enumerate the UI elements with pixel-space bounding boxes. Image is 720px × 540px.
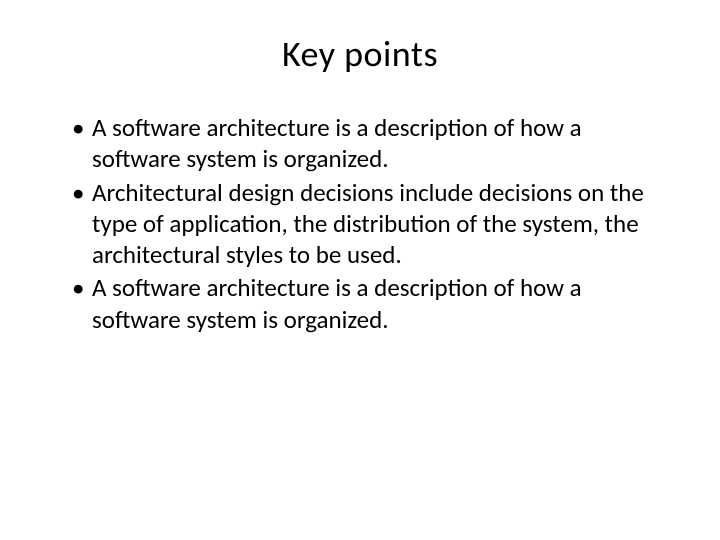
list-item: A software architecture is a description… bbox=[72, 112, 664, 175]
bullet-list: A software architecture is a description… bbox=[56, 112, 664, 335]
list-item: A software architecture is a description… bbox=[72, 272, 664, 335]
bullet-text: Architectural design decisions include d… bbox=[92, 177, 644, 271]
list-item: Architectural design decisions include d… bbox=[72, 177, 664, 271]
slide: Key points A software architecture is a … bbox=[0, 0, 720, 540]
slide-title: Key points bbox=[56, 32, 664, 76]
bullet-text: A software architecture is a description… bbox=[92, 112, 582, 174]
bullet-text: A software architecture is a description… bbox=[92, 272, 582, 334]
